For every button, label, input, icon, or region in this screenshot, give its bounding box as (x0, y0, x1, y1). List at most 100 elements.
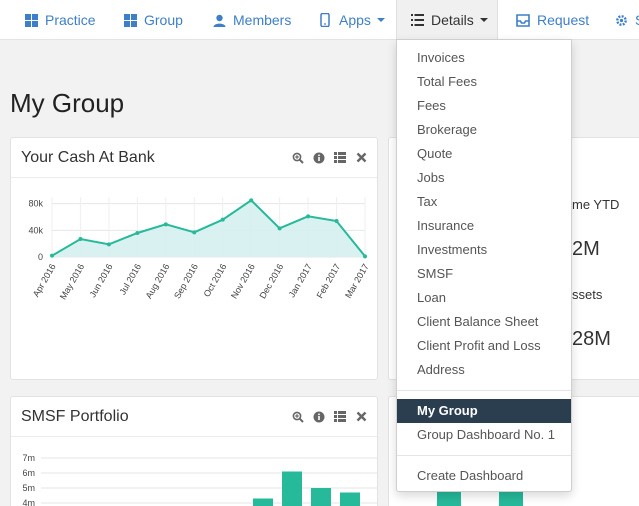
bar[interactable] (340, 492, 360, 506)
income-ytd-label: me YTD (572, 197, 620, 212)
data-point[interactable] (249, 198, 254, 203)
details-dropdown-menu: Invoices Total Fees Fees Brokerage Quote Jobs… (396, 39, 572, 492)
nav-members-label: Members (233, 12, 292, 28)
menu-item-quote[interactable]: Quote (417, 146, 453, 161)
x-tick-label: Nov 2016 (229, 262, 257, 300)
bar[interactable] (253, 498, 273, 506)
x-tick-label: May 2016 (58, 262, 86, 301)
data-point[interactable] (135, 231, 140, 235)
grid-icon (24, 13, 38, 27)
panel-title: Your Cash At Bank (21, 148, 155, 166)
cash-area-fill (52, 200, 365, 257)
menu-item-address[interactable]: Address (417, 362, 465, 377)
nav-apps-label: Apps (339, 12, 371, 28)
menu-item-investments[interactable]: Investments (417, 242, 488, 257)
data-point[interactable] (163, 222, 168, 227)
nav-settings[interactable]: Se (614, 0, 639, 40)
close-icon[interactable] (355, 411, 367, 423)
menu-item-tax[interactable]: Tax (417, 194, 438, 209)
y-tick-label: 0 (38, 252, 43, 262)
nav-details-label: Details (431, 12, 474, 28)
y-tick-label: 5m (22, 483, 35, 493)
nav-request[interactable]: Request (516, 0, 589, 40)
zoom-icon[interactable] (292, 152, 304, 164)
menu-item-fees[interactable]: Fees (417, 98, 446, 113)
bar[interactable] (282, 471, 302, 506)
data-point[interactable] (50, 253, 54, 258)
x-tick-label: Jul 2016 (117, 262, 143, 296)
menu-item-jobs[interactable]: Jobs (417, 170, 445, 185)
nav-details[interactable]: Details (396, 0, 498, 40)
panel-tools (292, 152, 367, 164)
chevron-down-icon (376, 18, 385, 22)
nav-group-label: Group (144, 12, 183, 28)
menu-item-group-dashboard-no-1[interactable]: Group Dashboard No. 1 (417, 427, 556, 442)
data-point[interactable] (192, 230, 197, 235)
income-ytd-value: 2M (572, 238, 600, 260)
zoom-icon[interactable] (292, 411, 304, 423)
data-point[interactable] (106, 242, 111, 247)
top-navbar: Practice Group Members Apps Details Requ… (0, 0, 639, 40)
menu-item-create-dashboard[interactable]: Create Dashboard (417, 468, 524, 483)
y-tick-label: 6m (22, 468, 35, 478)
cash-at-bank-chart: 0 40k 80k Apr 2016 May 2016 Jun 2016 Jul 2016… (28, 197, 371, 301)
x-tick-label: Mar 2017 (343, 262, 371, 300)
assets-value: 28M (572, 328, 611, 350)
menu-item-brokerage[interactable]: Brokerage (417, 122, 477, 137)
smsf-portfolio-panel: SMSF Portfolio 7m 6m 5m 4m (10, 396, 378, 506)
menu-divider (397, 455, 571, 456)
y-tick-label: 7m (22, 453, 35, 463)
x-tick-label: Jan 2017 (287, 262, 314, 299)
menu-item-insurance[interactable]: Insurance (417, 218, 475, 233)
y-tick-label: 80k (28, 199, 43, 209)
assets-label: ssets (572, 287, 603, 302)
menu-divider (397, 390, 571, 391)
data-point[interactable] (277, 226, 282, 231)
x-tick-label: Aug 2016 (144, 262, 172, 300)
x-tick-label: Oct 2016 (202, 262, 229, 299)
nav-apps[interactable]: Apps (318, 0, 385, 40)
data-point[interactable] (363, 254, 367, 259)
list-icon (411, 13, 424, 27)
smsf-portfolio-chart: 7m 6m 5m 4m (22, 453, 377, 506)
page-title: My Group (10, 88, 125, 118)
mobile-icon (318, 13, 332, 27)
info-icon[interactable] (313, 152, 325, 164)
y-tick-label: 4m (22, 498, 35, 506)
close-icon[interactable] (355, 152, 367, 164)
inbox-icon (516, 13, 530, 27)
menu-item-smsf[interactable]: SMSF (417, 266, 454, 281)
cash-at-bank-panel: Your Cash At Bank 0 40k 80k Apr 2016 May 20… (10, 137, 378, 380)
panel-header: SMSF Portfolio (11, 397, 377, 437)
menu-item-invoices[interactable]: Invoices (417, 50, 465, 65)
nav-practice-label: Practice (45, 12, 96, 28)
nav-practice[interactable]: Practice (24, 0, 96, 40)
menu-item-client-balance-sheet[interactable]: Client Balance Sheet (417, 314, 539, 329)
menu-item-total-fees[interactable]: Total Fees (417, 74, 477, 89)
x-tick-label: Sep 2016 (172, 262, 200, 300)
y-tick-label: 40k (28, 225, 43, 235)
bar[interactable] (311, 488, 331, 506)
grid-icon (123, 13, 137, 27)
data-point[interactable] (306, 214, 311, 219)
nav-members[interactable]: Members (212, 0, 291, 40)
menu-item-loan[interactable]: Loan (417, 290, 446, 305)
cash-series-line (51, 199, 366, 257)
data-point[interactable] (334, 219, 339, 223)
chevron-down-icon (479, 18, 488, 22)
panel-header: Your Cash At Bank (11, 138, 377, 178)
list-icon[interactable] (334, 152, 346, 164)
info-icon[interactable] (313, 411, 325, 423)
nav-request-label: Request (537, 12, 590, 28)
list-icon[interactable] (334, 411, 346, 423)
gear-icon (614, 13, 628, 27)
x-tick-label: Dec 2016 (257, 262, 285, 300)
x-tick-label: Jun 2016 (87, 262, 114, 299)
menu-item-my-group[interactable]: My Group (397, 399, 571, 423)
data-point[interactable] (78, 237, 83, 241)
menu-item-client-profit-and-loss[interactable]: Client Profit and Loss (417, 338, 541, 353)
data-point[interactable] (220, 217, 225, 222)
nav-group[interactable]: Group (123, 0, 183, 40)
panel-title: SMSF Portfolio (21, 407, 129, 425)
user-icon (212, 13, 226, 27)
